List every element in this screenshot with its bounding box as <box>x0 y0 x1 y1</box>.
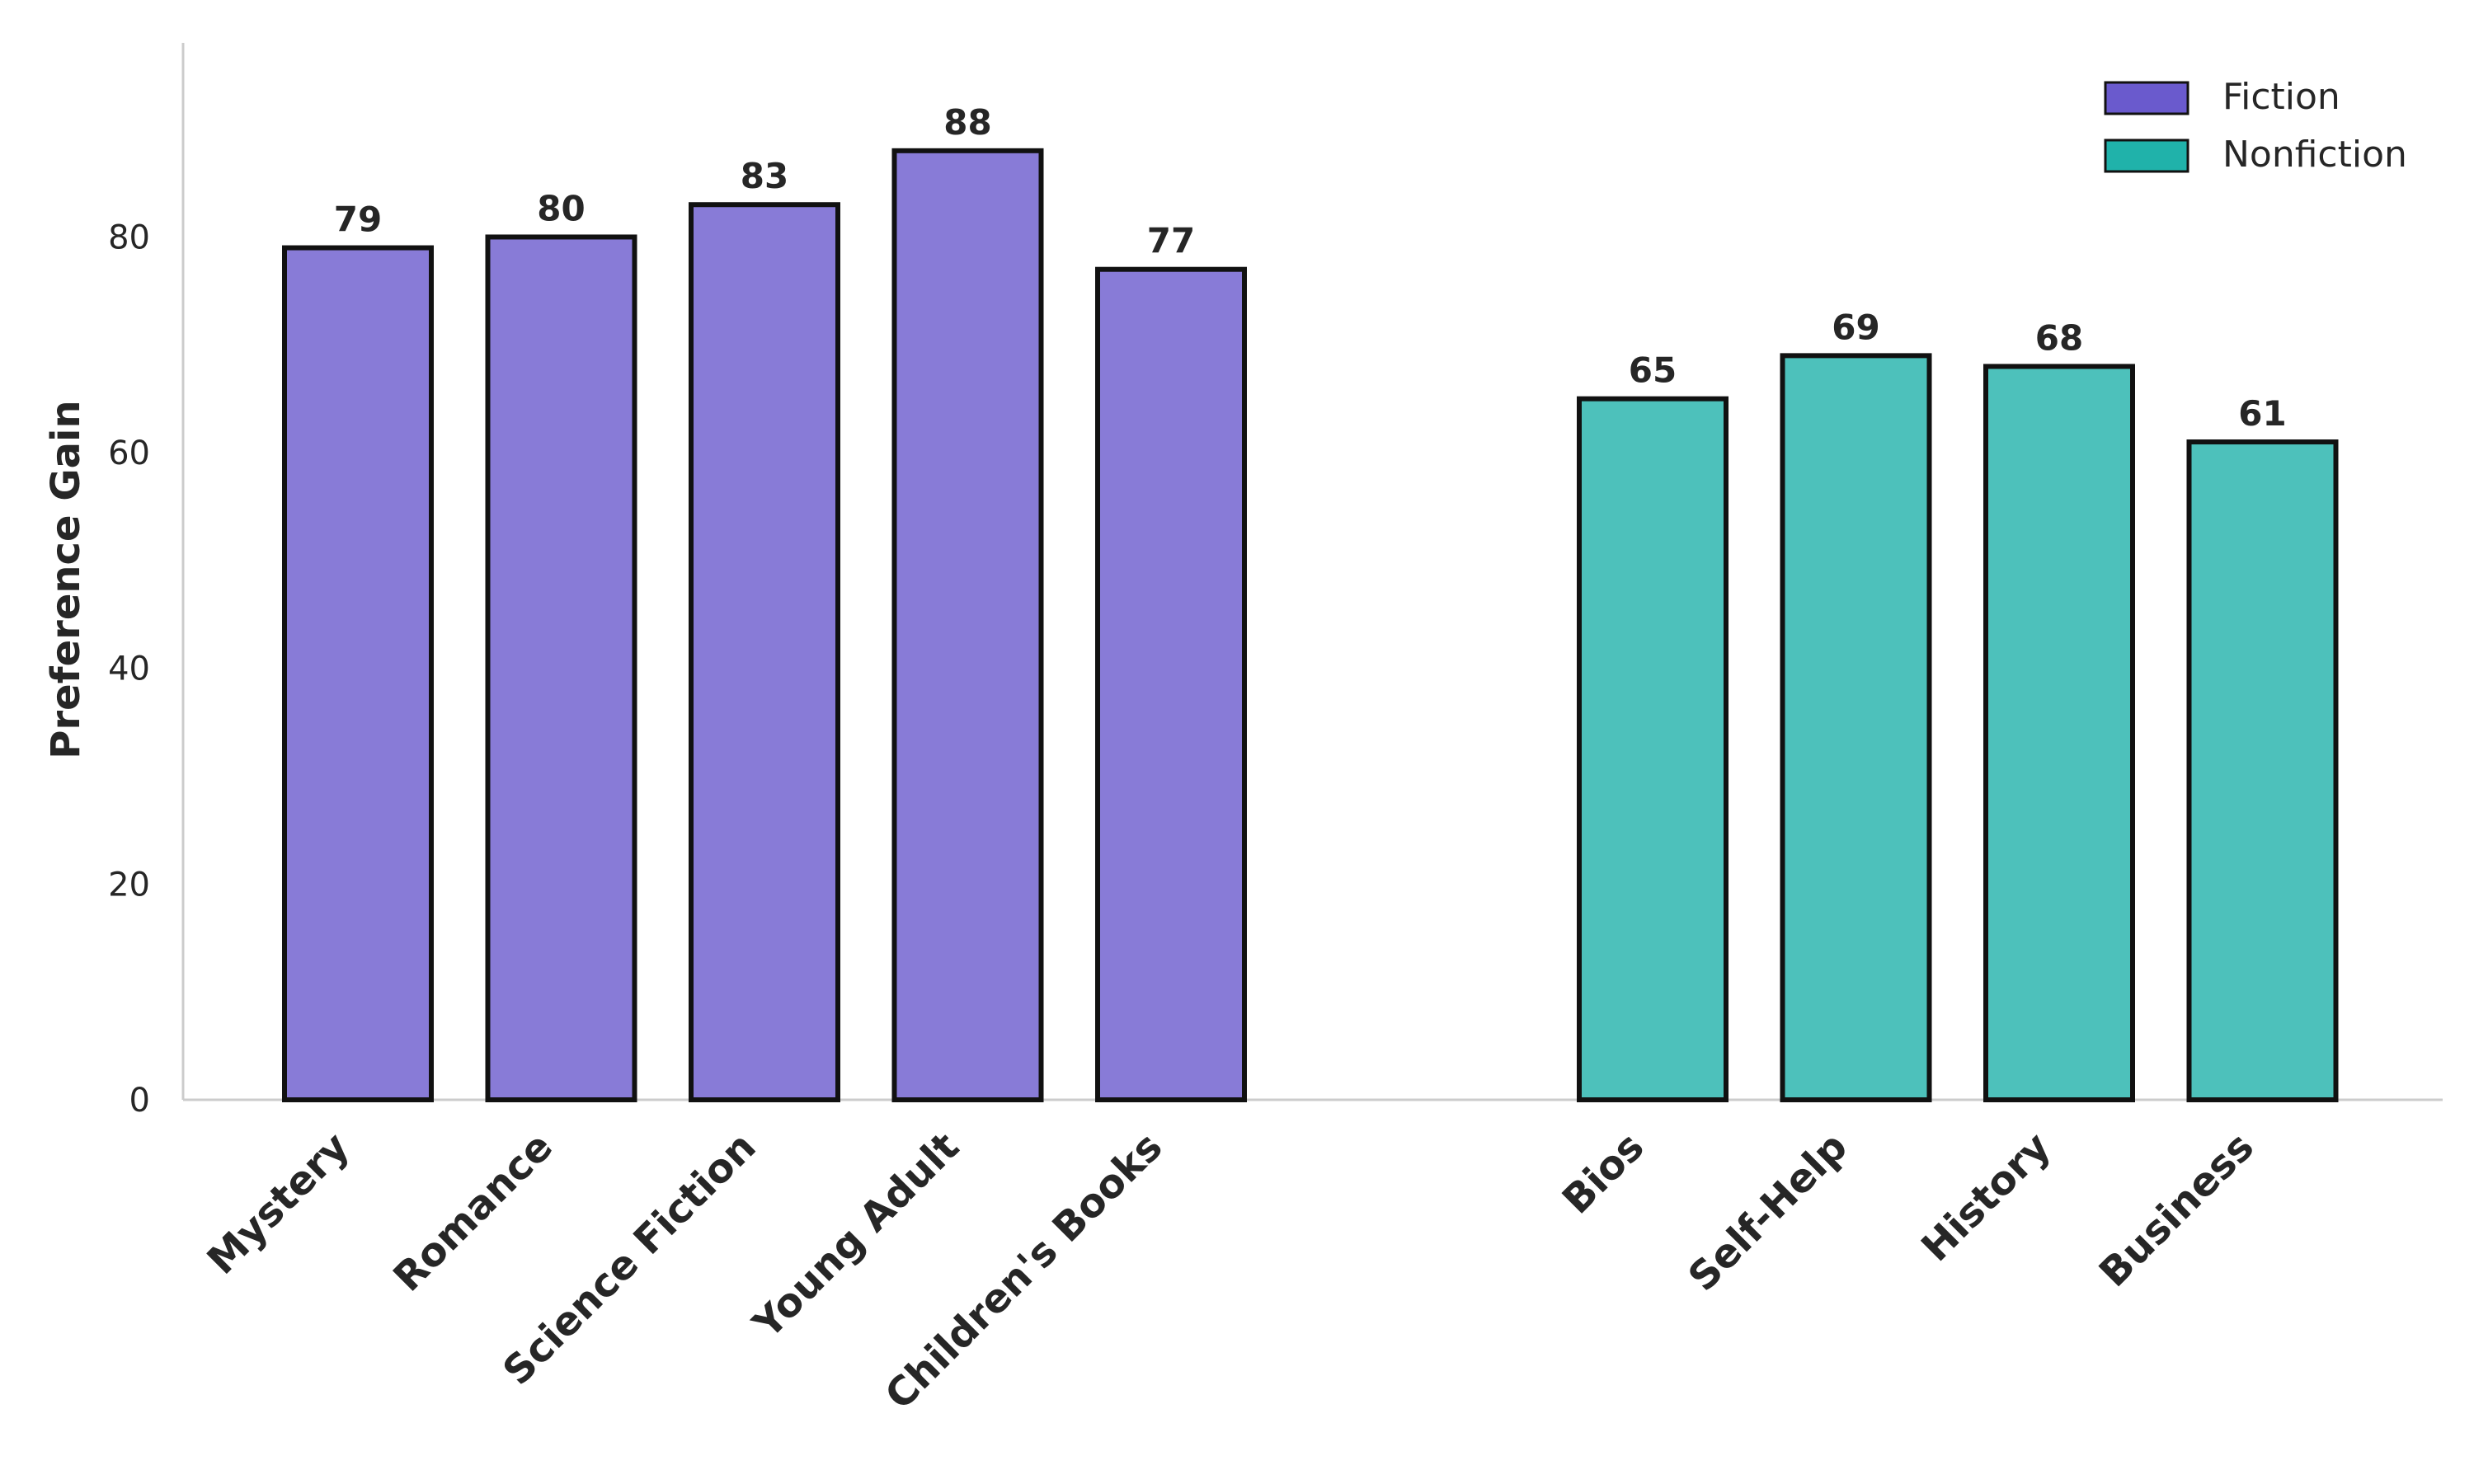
y-tick-label: 60 <box>108 434 150 472</box>
y-tick-label: 20 <box>108 866 150 904</box>
legend-swatch <box>2104 81 2189 115</box>
bar-value-label: 83 <box>741 156 788 196</box>
bar <box>485 234 637 1103</box>
bar-value-label: 65 <box>1629 350 1677 391</box>
bar-value-label: 69 <box>1832 307 1879 347</box>
legend: Fiction Nonfiction <box>2104 76 2407 176</box>
bar-value-label: 88 <box>943 102 991 143</box>
x-tick-label: Business <box>2091 1124 2263 1296</box>
bar <box>689 202 840 1102</box>
bar <box>1095 266 1247 1102</box>
bar-value-label: 77 <box>1147 221 1195 261</box>
x-tick-label: Romance <box>384 1124 562 1301</box>
legend-label: Fiction <box>2222 76 2340 118</box>
y-tick-label: 40 <box>108 650 150 688</box>
bar <box>1577 396 1729 1103</box>
bar <box>1983 364 2135 1102</box>
y-axis-label: Preference Gain <box>43 400 89 758</box>
legend-label: Nonfiction <box>2222 134 2407 176</box>
bar-value-label: 61 <box>2238 393 2286 434</box>
y-tick-label: 80 <box>108 218 150 256</box>
x-tick-label: Self-Help <box>1680 1124 1856 1300</box>
bar <box>891 148 1044 1103</box>
bar-value-label: 79 <box>334 200 382 240</box>
x-tick-label: Mystery <box>199 1124 359 1284</box>
y-tick-label: 0 <box>129 1082 150 1120</box>
x-tick-label: Young Adult <box>744 1124 968 1348</box>
x-tick-label: History <box>1912 1124 2059 1270</box>
bar-value-label: 80 <box>537 188 585 228</box>
bar <box>282 245 434 1102</box>
bars-layer <box>282 148 2339 1103</box>
bar <box>1780 353 1932 1102</box>
bar <box>2186 439 2339 1102</box>
legend-swatch <box>2104 139 2189 173</box>
bar-value-label: 68 <box>2035 317 2083 358</box>
x-tick-label: Bios <box>1554 1124 1653 1223</box>
